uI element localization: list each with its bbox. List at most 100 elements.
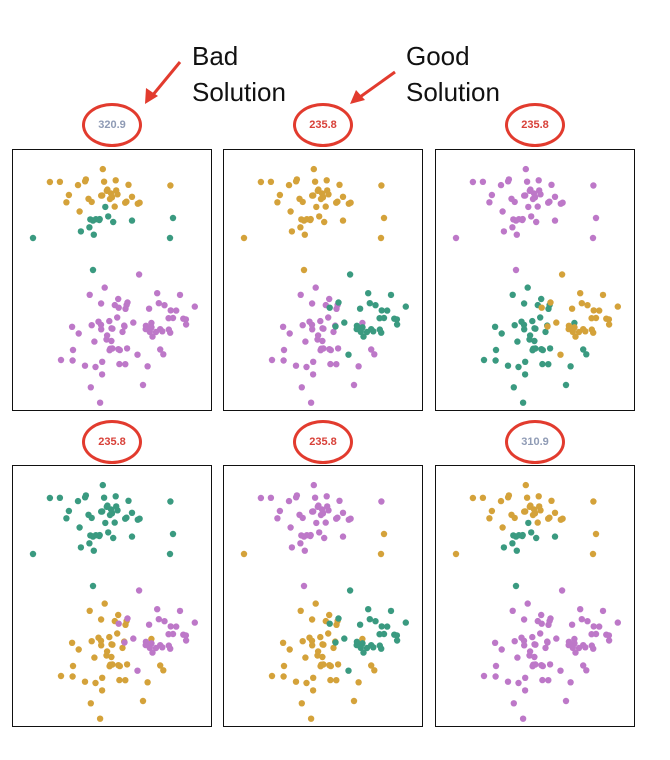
data-point <box>297 540 304 547</box>
data-point <box>300 582 308 590</box>
data-point <box>547 299 554 306</box>
data-point <box>509 540 516 547</box>
data-point <box>508 511 515 518</box>
data-point <box>302 338 309 345</box>
data-point <box>486 515 493 522</box>
data-point <box>545 677 552 684</box>
data-point <box>276 507 284 515</box>
data-point <box>333 621 340 628</box>
data-point <box>513 231 520 238</box>
data-point <box>102 203 109 211</box>
data-point <box>149 649 156 656</box>
data-point <box>538 611 545 619</box>
data-point <box>491 639 499 646</box>
data-point <box>551 193 559 200</box>
data-point <box>167 645 174 652</box>
data-point <box>56 178 64 185</box>
data-point <box>287 524 294 531</box>
cluster-panel-3 <box>435 149 635 411</box>
data-point <box>56 494 64 501</box>
data-point <box>307 399 315 406</box>
data-point <box>268 672 276 680</box>
data-point <box>322 519 329 526</box>
data-point <box>596 623 603 630</box>
data-point <box>402 619 409 626</box>
data-point <box>380 214 388 222</box>
data-point <box>378 329 385 336</box>
data-point <box>113 187 120 194</box>
data-point <box>524 284 531 291</box>
cluster-panel-6 <box>435 465 635 727</box>
cluster-panel-5 <box>223 465 423 727</box>
data-point <box>614 303 621 310</box>
data-point <box>105 213 112 220</box>
data-point <box>161 302 168 309</box>
data-point <box>378 498 385 505</box>
data-point <box>391 631 398 638</box>
data-point <box>387 607 395 615</box>
data-point <box>122 677 129 684</box>
data-point <box>317 347 324 354</box>
data-point <box>279 323 287 330</box>
data-point <box>115 611 122 619</box>
data-point <box>368 662 375 669</box>
data-point <box>509 291 516 298</box>
good-arrow-icon <box>350 70 396 104</box>
data-point <box>523 494 531 501</box>
data-point <box>182 321 190 328</box>
data-point <box>326 304 333 311</box>
good-solution-label: Good Solution <box>406 38 500 110</box>
data-point <box>313 203 320 211</box>
data-point <box>322 203 329 210</box>
score-value: 320.9 <box>98 119 126 131</box>
data-point <box>333 677 340 684</box>
data-point <box>378 182 385 189</box>
data-point <box>522 358 529 365</box>
data-point <box>525 519 532 527</box>
data-point <box>372 302 379 309</box>
data-point <box>567 679 574 686</box>
data-point <box>109 325 116 332</box>
data-point <box>605 321 613 328</box>
data-point <box>144 679 151 686</box>
data-point <box>326 662 333 669</box>
data-point <box>161 618 168 625</box>
score-ring-1: 320.9 <box>82 103 142 147</box>
data-point <box>529 633 536 641</box>
data-point <box>288 228 296 235</box>
data-point <box>46 178 54 186</box>
data-point <box>310 165 317 173</box>
data-point <box>551 509 559 516</box>
score-value: 235.8 <box>309 119 337 131</box>
data-point <box>533 218 540 226</box>
data-point <box>519 715 527 722</box>
data-point <box>384 623 391 630</box>
data-point <box>542 644 549 652</box>
data-point <box>491 323 499 330</box>
data-point <box>319 194 327 201</box>
data-point <box>553 319 560 326</box>
data-point <box>309 642 316 649</box>
data-point <box>545 361 552 368</box>
data-point <box>167 182 174 189</box>
data-point <box>146 326 153 334</box>
data-point <box>119 644 126 652</box>
data-point <box>135 587 143 594</box>
data-point <box>590 645 597 652</box>
data-point <box>486 199 493 206</box>
data-point <box>499 208 506 215</box>
data-point <box>134 667 141 674</box>
data-point <box>572 649 579 656</box>
score-ring-5: 235.8 <box>293 420 353 464</box>
data-point <box>96 532 103 540</box>
scatter-plot <box>29 165 198 406</box>
data-point <box>134 200 141 207</box>
data-point <box>546 345 554 352</box>
data-point <box>528 213 535 220</box>
data-point <box>276 191 284 199</box>
data-point <box>121 323 128 330</box>
data-point <box>614 619 621 626</box>
data-point <box>323 493 330 500</box>
data-point <box>371 351 378 358</box>
data-point <box>108 194 116 201</box>
